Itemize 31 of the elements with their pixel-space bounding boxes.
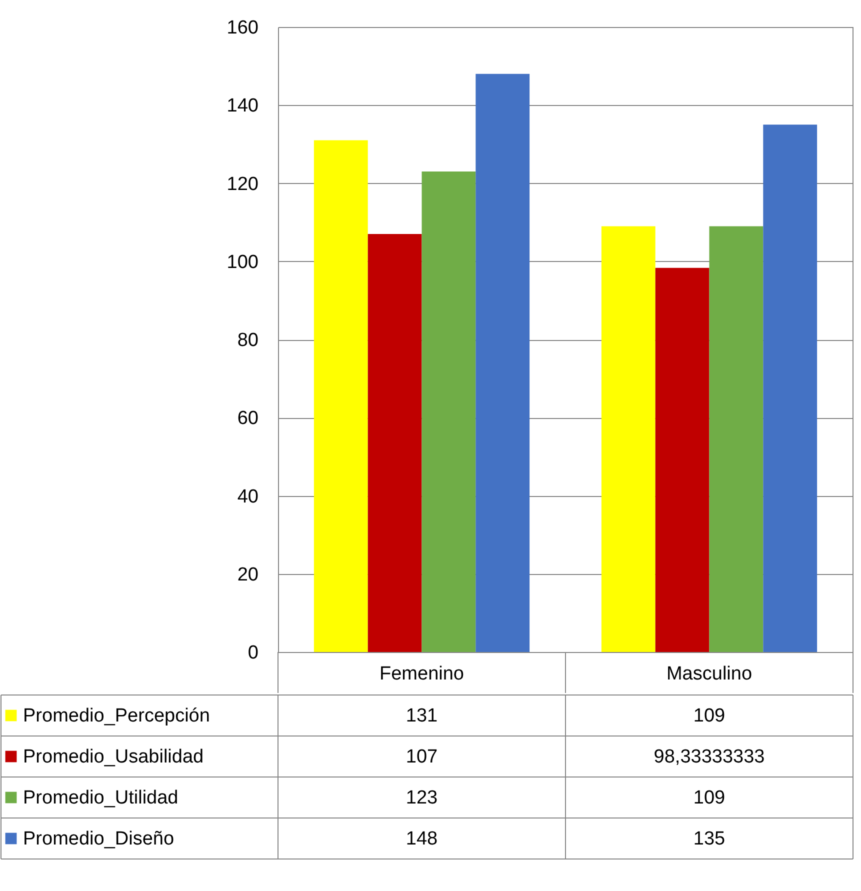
data-label: 131 bbox=[406, 706, 438, 726]
data-label: 107 bbox=[406, 746, 438, 768]
y-tick-label: 60 bbox=[237, 408, 258, 430]
data-label: 98,33333333 bbox=[654, 746, 765, 768]
y-tick-label: 120 bbox=[226, 174, 258, 195]
y-tick-label: 140 bbox=[226, 96, 258, 117]
bar bbox=[709, 226, 764, 652]
y-tick-label: 160 bbox=[226, 18, 258, 38]
x-tick-label: Masculino bbox=[666, 664, 752, 684]
bar bbox=[476, 74, 530, 652]
y-tick-label: 0 bbox=[248, 642, 258, 664]
legend-label: Promedio_Usabilidad bbox=[23, 746, 204, 768]
legend-label: Promedio_Diseño bbox=[23, 828, 174, 850]
bar bbox=[763, 124, 818, 652]
y-tick-label: 40 bbox=[237, 486, 258, 508]
y-tick-label: 20 bbox=[237, 564, 258, 586]
bar bbox=[368, 234, 422, 652]
data-label: 109 bbox=[693, 788, 726, 808]
bar bbox=[314, 140, 368, 652]
bar bbox=[655, 268, 710, 652]
data-label: 109 bbox=[693, 706, 726, 726]
legend-label: Promedio_Percepción bbox=[23, 706, 210, 726]
data-label: 123 bbox=[406, 788, 438, 808]
x-tick-label: Femenino bbox=[380, 664, 464, 684]
y-tick-label: 80 bbox=[237, 330, 258, 351]
data-label: 148 bbox=[406, 828, 438, 850]
y-tick-label: 100 bbox=[226, 252, 258, 273]
bar bbox=[601, 226, 656, 652]
bar bbox=[422, 172, 476, 652]
legend-label: Promedio_Utilidad bbox=[23, 788, 178, 808]
data-label: 135 bbox=[693, 828, 726, 850]
